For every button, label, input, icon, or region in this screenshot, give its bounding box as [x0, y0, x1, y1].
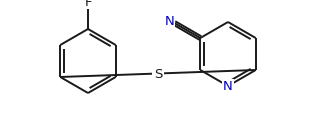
Text: S: S: [154, 67, 162, 80]
Text: F: F: [84, 0, 92, 9]
Text: N: N: [165, 15, 174, 27]
Text: N: N: [223, 80, 233, 93]
